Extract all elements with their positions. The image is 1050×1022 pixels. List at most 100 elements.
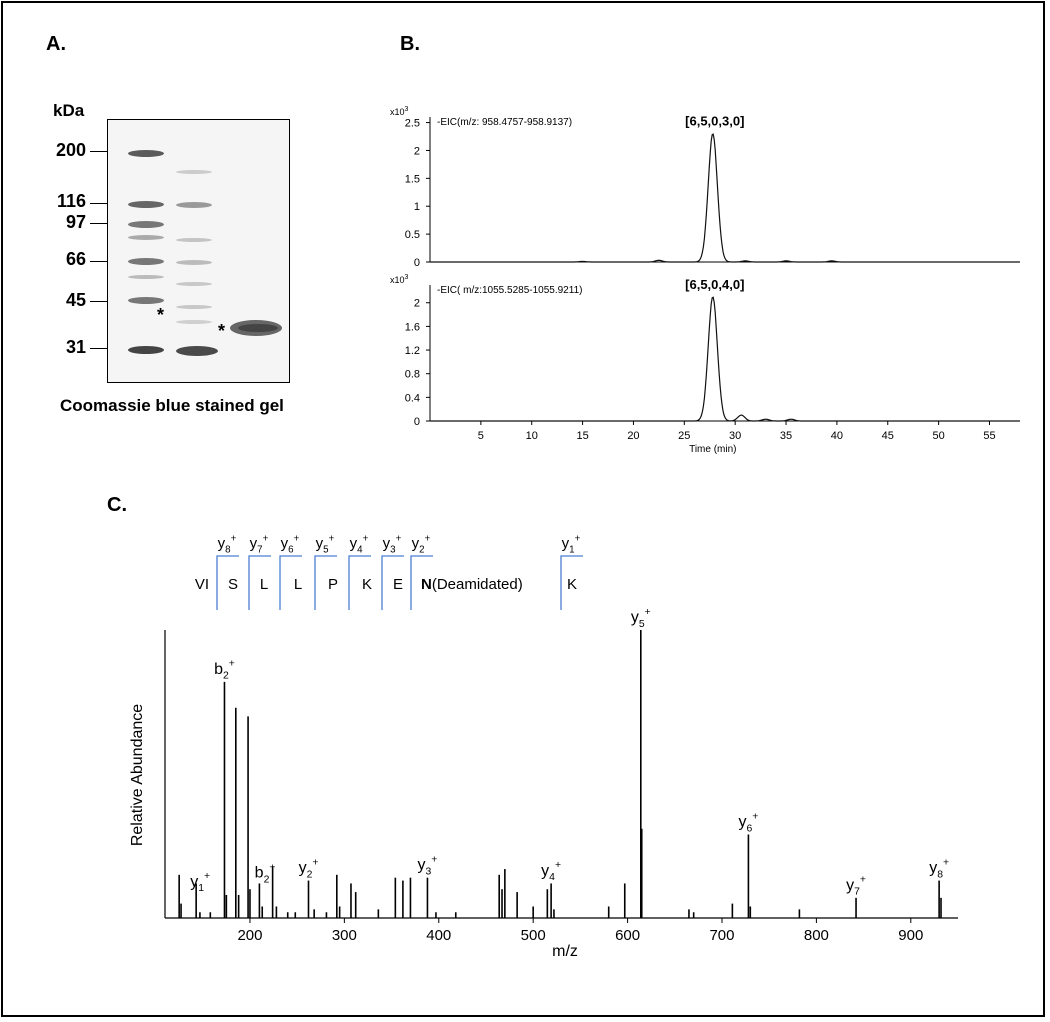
panel-label-a: A. [46, 33, 66, 55]
x-axis-label: Time (min) [689, 444, 736, 455]
y-tick-label: 0 [414, 416, 420, 428]
y-tick-label: 2 [414, 298, 420, 310]
lane2-band [176, 282, 212, 286]
ladder-band [128, 221, 164, 228]
y-tick-label: 1.6 [405, 321, 420, 333]
residue-P: P [328, 576, 338, 593]
lane2-band [176, 170, 212, 174]
marker-tick-45 [90, 301, 108, 302]
y-tick-label: 2 [414, 145, 420, 157]
x-tick-label: 300 [332, 927, 357, 944]
eic-trace [430, 133, 1020, 263]
x-tick-label: 800 [804, 927, 829, 944]
y-axis-label: Relative Abundance [129, 704, 146, 846]
y-tick-label: 1.2 [405, 345, 420, 357]
y-tick-label: 1 [414, 201, 420, 213]
eic-chromatograms: 2.5 2 1.5 1 0.5 0 x103 -EIC(m/z: 958.4757-958.9… [390, 106, 1020, 455]
sequence-ion-label: y2+ [412, 533, 431, 555]
ladder-band [128, 150, 164, 157]
sequence-ion-label: y7+ [250, 533, 269, 555]
ion-label-y8: y8+ [929, 857, 949, 880]
lane2-band [176, 202, 212, 208]
panel-label-b: B. [400, 33, 420, 55]
x-tick-label: 30 [729, 430, 741, 442]
ladder-band [128, 258, 164, 265]
y-scale-label: x103 [390, 106, 409, 117]
asterisk-lane3: * [218, 321, 226, 341]
sequence-ion-label: y5+ [316, 533, 335, 555]
eic-title: -EIC( m/z:1055.5285-1055.9211) [437, 285, 582, 296]
x-tick-label: 25 [678, 430, 690, 442]
x-axis-label: m/z [552, 943, 578, 960]
fragment-bracket [560, 555, 583, 610]
ion-label-b2: b2+ [214, 659, 235, 682]
sequence-ion-label: y8+ [218, 533, 237, 555]
fragment-bracket [314, 555, 337, 610]
sequence-ion-label: y1+ [562, 533, 581, 555]
ladder-band [128, 275, 164, 279]
sequence-ion-label: y4+ [350, 533, 369, 555]
fragment-bracket [381, 555, 404, 610]
residue-L1: L [260, 576, 268, 593]
msms-plot: 200 300 400 500 600 700 800 900 m/z Relative Abun… [129, 607, 958, 960]
eic-bottom-chart: 2 1.6 1.2 0.8 0.4 0 x103 -EIC( m/z:1055.5285-10… [390, 274, 1020, 455]
gel-unit-label: kDa [53, 101, 85, 120]
y-tick-label: 2.5 [405, 118, 420, 130]
fragment-bracket [216, 555, 239, 610]
lane2-band [176, 260, 212, 265]
fragment-bracket [410, 555, 433, 610]
ion-label-y1: y1+ [190, 871, 210, 894]
x-tick-label: 500 [521, 927, 546, 944]
peptide-sequence-diagram: VI S L L P K E N(Deamidated) Ky8+ y7+ y6+ y5+ y4+ y3+… [195, 533, 583, 610]
residue-K2: K [567, 576, 577, 593]
ion-label-y5: y5+ [631, 607, 651, 630]
marker-tick-97 [90, 223, 108, 224]
ion-label-y4: y4+ [541, 860, 561, 883]
ion-label-y7: y7+ [846, 875, 866, 898]
ladder-band [128, 297, 164, 304]
y-scale-label: x103 [390, 274, 409, 285]
ladder-band [128, 346, 164, 354]
msms-spectrum: VI S L L P K E N(Deamidated) Ky8+ y7+ y6+ y5+ y4+ y3+… [129, 533, 958, 960]
marker-label-45: 45 [65, 290, 86, 310]
x-tick-label: 50 [932, 430, 944, 442]
lane2-band [176, 320, 212, 324]
ladder-band [128, 201, 164, 208]
eic-trace [430, 296, 1020, 422]
sequence-ion-label: y3+ [383, 533, 402, 555]
marker-tick-116 [90, 203, 108, 204]
ion-label-y3: y3+ [418, 854, 438, 877]
fragment-bracket [348, 555, 371, 610]
x-tick-label: 15 [576, 430, 588, 442]
x-tick-label: 600 [615, 927, 640, 944]
residue-K1: K [362, 576, 372, 593]
peak-annotation: [6,5,0,4,0] [685, 277, 744, 292]
x-tick-label: 55 [983, 430, 995, 442]
fragment-bracket [279, 555, 302, 610]
marker-label-97: 97 [65, 212, 86, 232]
lane2-band [176, 305, 212, 309]
marker-label-116: 116 [56, 191, 86, 211]
panel-label-c: C. [107, 494, 127, 516]
residue-E: E [393, 576, 403, 593]
lane3-band [238, 324, 278, 332]
x-tick-label: 400 [426, 927, 451, 944]
peak-annotation: [6,5,0,3,0] [685, 114, 744, 129]
x-tick-label: 20 [627, 430, 639, 442]
eic-title: -EIC(m/z: 958.4757-958.9137) [437, 117, 572, 128]
x-tick-label: 40 [831, 430, 843, 442]
x-tick-label: 10 [526, 430, 538, 442]
x-tick-label: 200 [237, 927, 262, 944]
ion-label-b2: b2+ [255, 862, 276, 885]
residue-L2: L [294, 576, 302, 593]
gel-image [107, 119, 290, 383]
y-tick-label: 0.4 [405, 392, 420, 404]
marker-label-66: 66 [65, 249, 86, 269]
y-tick-label: 1.5 [405, 173, 420, 185]
marker-label-31: 31 [65, 337, 86, 357]
residue-N-deamidated: N(Deamidated) [421, 576, 523, 593]
marker-tick-31 [90, 348, 108, 349]
x-tick-label: 900 [898, 927, 923, 944]
asterisk-lane2: * [157, 305, 165, 325]
